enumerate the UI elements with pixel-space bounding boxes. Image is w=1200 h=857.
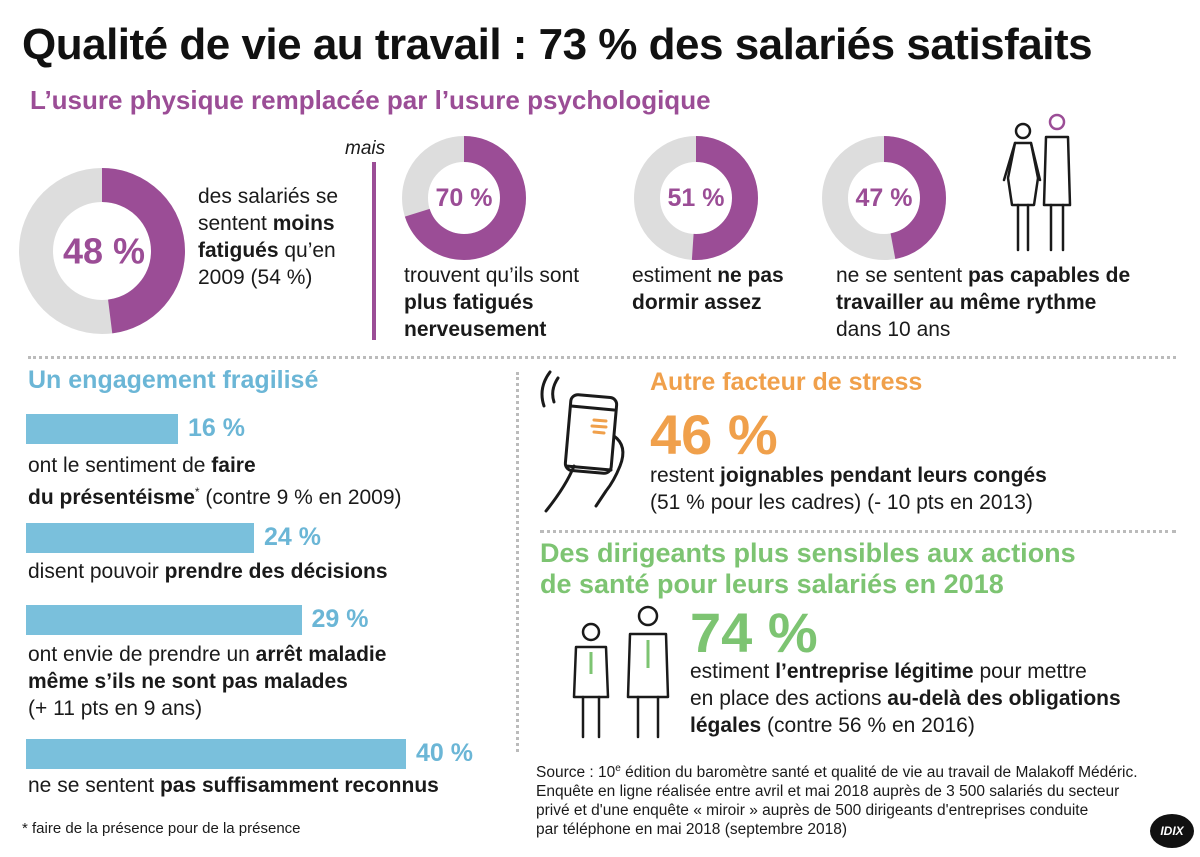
bar-caption-40: ne se sentent pas suffisamment reconnus bbox=[28, 774, 439, 797]
donut-label: 70 % bbox=[436, 184, 493, 212]
donut-label: 48 % bbox=[63, 231, 145, 272]
divider-line bbox=[372, 162, 376, 340]
donut-caption-70: trouvent qu’ils sont plus fatigués nerve… bbox=[404, 264, 580, 341]
couple-icon bbox=[1002, 113, 1072, 252]
stress-caption: restent joignables pendant leurs congés(… bbox=[650, 464, 1047, 514]
section-title-engagement: Un engagement fragilisé bbox=[28, 366, 319, 394]
donut-chart-70: 70 % bbox=[402, 136, 526, 260]
dirigeants-value: 74 % bbox=[690, 601, 818, 664]
smartphone-hand-icon bbox=[540, 370, 625, 513]
source-note: Source : 10e édition du baromètre santé … bbox=[536, 763, 1138, 839]
donut-label: 47 % bbox=[856, 184, 913, 212]
separator-vertical bbox=[516, 372, 519, 752]
section-title-stress: Autre facteur de stress bbox=[650, 368, 923, 396]
idix-logo: IDIX bbox=[1150, 814, 1194, 848]
bar-label-16: 16 % bbox=[188, 414, 245, 442]
mais-label: mais bbox=[345, 138, 386, 159]
bar-caption-16: ont le sentiment de faire du présentéisme… bbox=[28, 454, 402, 509]
separator-horizontal bbox=[28, 356, 1176, 359]
donut-slice bbox=[822, 136, 946, 260]
stress-value: 46 % bbox=[650, 403, 778, 466]
donut-chart-48: 48 % bbox=[19, 168, 185, 334]
bar-16 bbox=[26, 414, 178, 444]
bar-label-24: 24 % bbox=[264, 523, 321, 551]
dirigeants-caption: estiment l’entreprise légitime pour mett… bbox=[690, 660, 1121, 737]
separator-horizontal-right bbox=[540, 530, 1176, 533]
bar-29 bbox=[26, 605, 302, 635]
donut-chart-47: 47 % bbox=[822, 136, 946, 260]
bar-caption-29: ont envie de prendre un arrêt maladie mêm… bbox=[28, 643, 387, 720]
footnote: * faire de la présence pour de la présen… bbox=[22, 820, 301, 837]
donut-caption-48: des salariés se sentent moins fatigués q… bbox=[198, 185, 339, 289]
donut-slice bbox=[402, 136, 526, 260]
section-title-dirigeants: Des dirigeants plus sensibles aux action… bbox=[540, 538, 1076, 599]
donut-chart-51: 51 % bbox=[634, 136, 758, 260]
page-title: Qualité de vie au travail : 73 % des sal… bbox=[22, 20, 1093, 69]
donut-caption-47: ne se sentent pas capables de travailler… bbox=[836, 264, 1131, 341]
bar-caption-24: disent pouvoir prendre des décisions bbox=[28, 560, 388, 583]
bar-24 bbox=[26, 523, 254, 553]
bar-label-40: 40 % bbox=[416, 739, 473, 767]
bar-label-29: 29 % bbox=[311, 605, 369, 633]
section-title-usure: L’usure physique remplacée par l’usure p… bbox=[30, 85, 711, 115]
donut-row: 48 % 70 % 51 % 47 % bbox=[19, 113, 1072, 334]
donut-slice bbox=[19, 168, 185, 334]
two-men-icon bbox=[572, 605, 670, 739]
donut-caption-51: estiment ne pas dormir assez bbox=[632, 264, 784, 314]
bar-40 bbox=[26, 739, 406, 769]
donut-slice bbox=[634, 136, 758, 260]
donut-label: 51 % bbox=[668, 184, 725, 212]
